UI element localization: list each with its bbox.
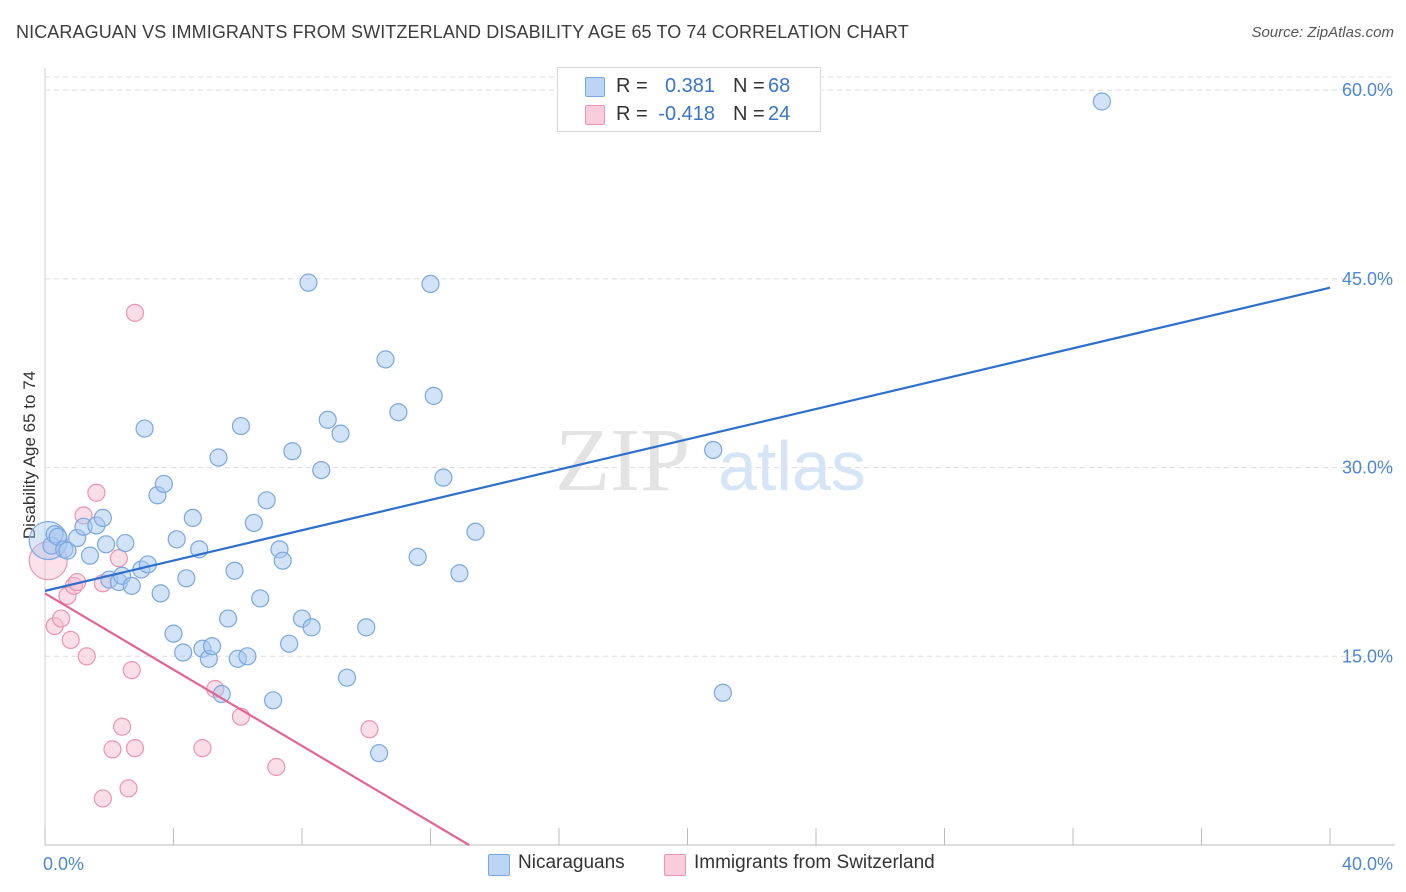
point-nicaraguans <box>424 386 443 405</box>
series-immigrants-switzerland <box>28 303 379 808</box>
y-tick-label: 15.0% <box>1342 646 1393 666</box>
point-switzerland <box>125 739 145 758</box>
y-tick-labels: 15.0% 30.0% 45.0% 60.0% <box>1342 80 1393 666</box>
point-nicaraguans <box>704 440 723 460</box>
point-switzerland <box>61 630 80 650</box>
point-nicaraguans <box>389 403 408 422</box>
legend-n-label: N = <box>733 103 765 125</box>
point-switzerland <box>109 549 128 568</box>
point-nicaraguans <box>251 589 270 608</box>
legend-swatch-blue <box>585 77 605 97</box>
point-nicaraguans <box>1092 92 1112 111</box>
y-tick-label: 60.0% <box>1342 80 1393 100</box>
point-nicaraguans <box>450 564 469 583</box>
point-nicaraguans <box>177 569 196 588</box>
point-nicaraguans <box>58 541 77 560</box>
point-nicaraguans <box>376 350 395 369</box>
point-switzerland <box>267 757 286 777</box>
series-nicaraguans <box>28 92 1112 763</box>
point-nicaraguans <box>263 691 283 710</box>
point-nicaraguans <box>299 273 318 292</box>
point-nicaraguans <box>238 647 257 666</box>
point-nicaraguans <box>122 576 141 595</box>
point-nicaraguans <box>135 419 154 438</box>
point-nicaraguans <box>273 551 292 570</box>
point-nicaraguans <box>283 442 302 461</box>
legend-label-switzerland: Immigrants from Switzerland <box>694 852 935 873</box>
legend-swatch-pink <box>585 105 605 125</box>
point-nicaraguans <box>434 468 453 487</box>
gridlines <box>45 76 1395 657</box>
point-nicaraguans <box>244 513 263 533</box>
stats-legend: R = 0.381 N = 68 R = -0.418 N = 24 <box>557 67 821 132</box>
point-nicaraguans <box>370 744 389 763</box>
point-nicaraguans <box>116 533 135 553</box>
y-tick-label: 30.0% <box>1342 458 1393 478</box>
point-nicaraguans <box>421 274 440 294</box>
point-nicaraguans <box>174 643 193 662</box>
point-nicaraguans <box>93 508 112 528</box>
point-nicaraguans <box>257 491 276 510</box>
source-credit: Source: ZipAtlas.com <box>1251 24 1394 41</box>
legend-label-nicaraguans: Nicaraguans <box>518 852 625 873</box>
point-nicaraguans <box>312 460 331 480</box>
point-nicaraguans <box>96 535 116 554</box>
watermark-atlas: atlas <box>718 427 866 505</box>
point-nicaraguans <box>80 546 100 565</box>
point-switzerland <box>51 609 71 628</box>
point-nicaraguans <box>225 561 244 580</box>
point-switzerland <box>103 740 122 759</box>
point-switzerland <box>112 717 132 736</box>
trend-line-switzerland <box>44 592 470 846</box>
legend-row-switzerland: R = -0.418 N = 24 <box>558 101 820 129</box>
legend-swatch-blue <box>488 854 510 876</box>
legend-row-nicaraguans: R = 0.381 N = 68 <box>558 73 820 101</box>
trend-line-nicaraguans <box>44 286 1331 592</box>
point-nicaraguans <box>302 618 321 637</box>
point-switzerland <box>360 720 379 739</box>
y-tick-label: 45.0% <box>1342 269 1393 289</box>
point-nicaraguans <box>408 547 427 567</box>
point-nicaraguans <box>209 448 228 467</box>
x-tick-labels: 0.0% 40.0% <box>43 854 1393 874</box>
point-nicaraguans <box>154 474 173 494</box>
point-nicaraguans <box>151 584 170 603</box>
axes <box>44 68 1395 846</box>
point-nicaraguans <box>231 416 251 436</box>
legend-r-label: R = <box>616 75 648 97</box>
point-switzerland <box>87 483 106 502</box>
point-nicaraguans <box>713 683 732 702</box>
point-switzerland <box>77 647 96 666</box>
x-tick-label: 0.0% <box>43 854 84 874</box>
watermark: ZIP atlas <box>555 411 866 510</box>
legend-n-label: N = <box>733 75 765 97</box>
point-nicaraguans <box>219 609 238 628</box>
point-switzerland <box>93 789 112 808</box>
point-nicaraguans <box>183 508 202 528</box>
point-nicaraguans <box>466 522 485 541</box>
point-nicaraguans <box>357 618 376 637</box>
point-switzerland <box>193 739 212 758</box>
point-switzerland <box>122 661 141 680</box>
point-switzerland <box>119 779 138 798</box>
legend-r-label: R = <box>616 103 648 125</box>
legend-n-value: 68 <box>768 75 791 97</box>
watermark-zip: ZIP <box>555 411 690 510</box>
point-switzerland <box>125 303 145 322</box>
legend-r-value: -0.418 <box>658 103 715 125</box>
legend-swatch-pink <box>664 854 686 876</box>
chart-title: NICARAGUAN VS IMMIGRANTS FROM SWITZERLAN… <box>16 22 909 42</box>
point-nicaraguans <box>331 424 350 443</box>
legend-n-value: 24 <box>768 103 791 125</box>
trend-lines <box>44 286 1331 846</box>
legend-r-value: 0.381 <box>664 75 715 97</box>
point-nicaraguans <box>164 624 183 643</box>
point-nicaraguans <box>337 668 357 687</box>
point-nicaraguans <box>202 637 222 656</box>
point-nicaraguans <box>280 634 299 653</box>
point-nicaraguans <box>318 410 337 429</box>
x-tick-label: 40.0% <box>1342 854 1393 874</box>
point-nicaraguans <box>167 530 186 549</box>
